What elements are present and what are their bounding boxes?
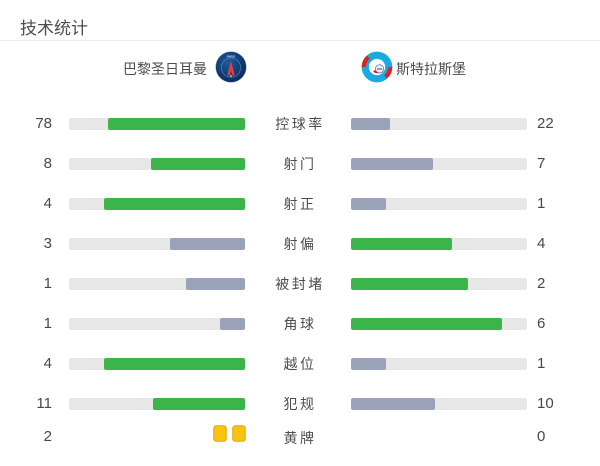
- svg-text:PARIS: PARIS: [227, 55, 235, 59]
